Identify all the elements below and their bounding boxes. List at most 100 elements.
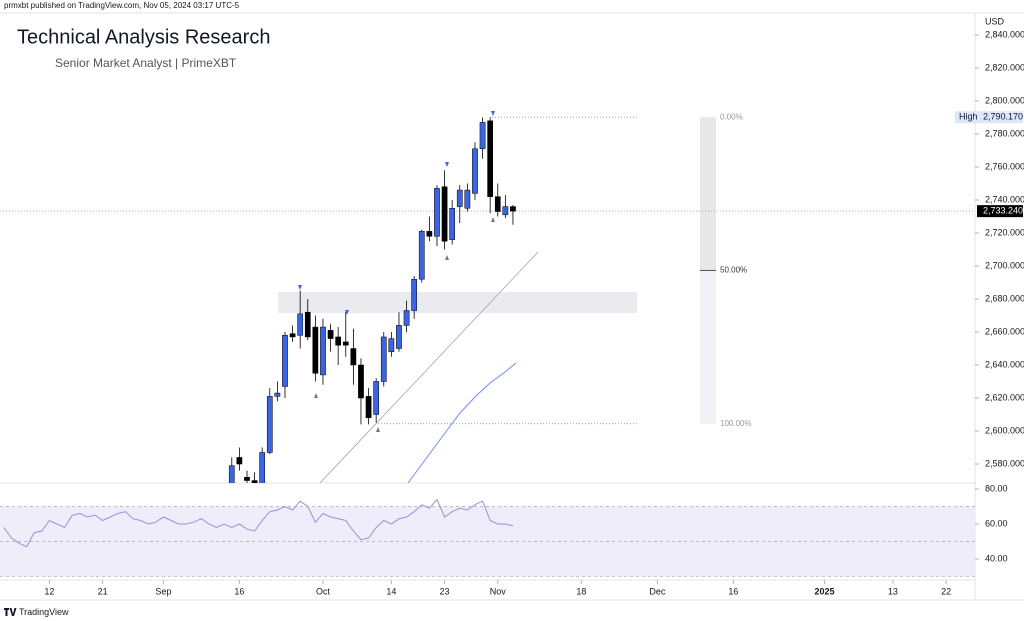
- y-tick-label: 2,700.000: [985, 260, 1024, 270]
- y-tick-label: 2,640.000: [985, 359, 1024, 369]
- marker: [491, 217, 495, 222]
- candle-body: [365, 396, 372, 419]
- rsi-pane: [0, 498, 975, 577]
- y-tick-label: 2,620.000: [985, 392, 1024, 402]
- high-tag-label: 2,790.170: [983, 112, 1023, 122]
- marker: [376, 427, 380, 432]
- candle-body: [388, 338, 395, 353]
- y-tick-label: 2,660.000: [985, 326, 1024, 336]
- high-tag-text: High: [959, 112, 978, 122]
- candle-body: [403, 310, 410, 326]
- y-tick-label: 2,820.000: [985, 62, 1024, 72]
- candle-body: [456, 189, 463, 207]
- fib-band: [700, 270, 716, 424]
- x-tick-label: 18: [576, 586, 586, 596]
- candle-body: [251, 480, 258, 483]
- trendline: [319, 251, 539, 483]
- marker: [445, 255, 449, 260]
- y-tick-label: 2,840.000: [985, 29, 1024, 39]
- y-tick-label: 2,780.000: [985, 128, 1024, 138]
- title: Technical Analysis Research: [17, 26, 270, 48]
- candle-body: [342, 341, 349, 346]
- price-tags: High 2,790.170 2,733.240: [955, 111, 1023, 218]
- candle-body: [479, 122, 486, 150]
- y-tick-label: 2,720.000: [985, 227, 1024, 237]
- x-tick-label: Oct: [316, 586, 331, 596]
- candle-body: [335, 336, 342, 346]
- marker: [345, 310, 349, 315]
- candle-body: [274, 392, 281, 397]
- candle-body: [266, 396, 273, 453]
- marker: [298, 285, 302, 290]
- moving-average: [407, 362, 517, 483]
- y-tick-label: 2,680.000: [985, 293, 1024, 303]
- publisher: prmxbt published on TradingView.com, Nov…: [4, 1, 240, 10]
- x-tick-label: 16: [234, 586, 244, 596]
- candle-body: [464, 189, 471, 209]
- subtitle: Senior Market Analyst | PrimeXBT: [55, 56, 237, 70]
- candle-body: [494, 196, 501, 212]
- fib-label: 50.00%: [720, 266, 747, 275]
- candle-body: [396, 325, 402, 349]
- candle-body: [327, 330, 334, 339]
- candle-body: [358, 364, 364, 399]
- candle-body: [380, 336, 387, 382]
- x-tick-label: 2025: [815, 586, 835, 596]
- candle-body: [320, 326, 326, 376]
- fib-band: [700, 117, 716, 271]
- candle-body: [418, 231, 425, 280]
- candle-body: [449, 207, 456, 240]
- candle-body: [228, 465, 235, 483]
- y-tick-label: 2,600.000: [985, 425, 1024, 435]
- candle-body: [297, 313, 304, 336]
- candle-body: [426, 231, 433, 237]
- last-price-bg: [977, 205, 1023, 218]
- x-tick-label: Sep: [155, 586, 171, 596]
- candle-body: [502, 206, 509, 216]
- fib-label: 0.00%: [720, 112, 743, 121]
- fib-label: 100.00%: [720, 419, 752, 428]
- last-price-label: 2,733.240: [983, 206, 1023, 216]
- marker: [314, 393, 318, 398]
- candle-body: [411, 278, 418, 311]
- x-tick-label: 12: [44, 586, 54, 596]
- y-tick-label: 80.00: [985, 483, 1008, 493]
- y-tick-label: 40.00: [985, 553, 1008, 563]
- x-tick-label: 14: [386, 586, 396, 596]
- brand-name: TradingView: [19, 607, 69, 617]
- x-tick-label: 13: [888, 586, 898, 596]
- candle-body: [441, 186, 448, 242]
- x-tick-label: Nov: [490, 586, 507, 596]
- marker: [491, 111, 495, 116]
- candle-body: [259, 452, 266, 483]
- candle-body: [244, 476, 250, 481]
- candle-body: [282, 335, 288, 387]
- candle-body: [373, 381, 380, 415]
- x-tick-label: 21: [98, 586, 108, 596]
- zone: [278, 292, 637, 313]
- x-tick-label: Dec: [649, 586, 666, 596]
- candle-body: [312, 326, 319, 374]
- y-tick-label: 60.00: [985, 518, 1008, 528]
- high-tag-bg: [955, 111, 1023, 124]
- y-tick-label: 2,800.000: [985, 95, 1024, 105]
- candle-body: [434, 188, 440, 237]
- candle-body: [510, 206, 516, 212]
- marker: [445, 162, 449, 167]
- x-tick-label: 16: [728, 586, 738, 596]
- rsi-line: [3, 498, 514, 548]
- brand: TradingView: [4, 607, 69, 617]
- brand-logo: [4, 608, 17, 616]
- candle-body: [304, 311, 311, 338]
- main-pane: 0.00% 50.00% 100.00%: [0, 111, 975, 483]
- x-tick-label: 23: [440, 586, 450, 596]
- x-tick-label: 22: [941, 586, 951, 596]
- y-tick-label: 2,740.000: [985, 194, 1024, 204]
- candle-body: [350, 348, 357, 366]
- candle-body: [289, 333, 296, 338]
- y-tick-label: 2,760.000: [985, 161, 1024, 171]
- candle-body: [472, 148, 478, 194]
- candle-body: [487, 120, 494, 197]
- candle-body: [236, 457, 243, 465]
